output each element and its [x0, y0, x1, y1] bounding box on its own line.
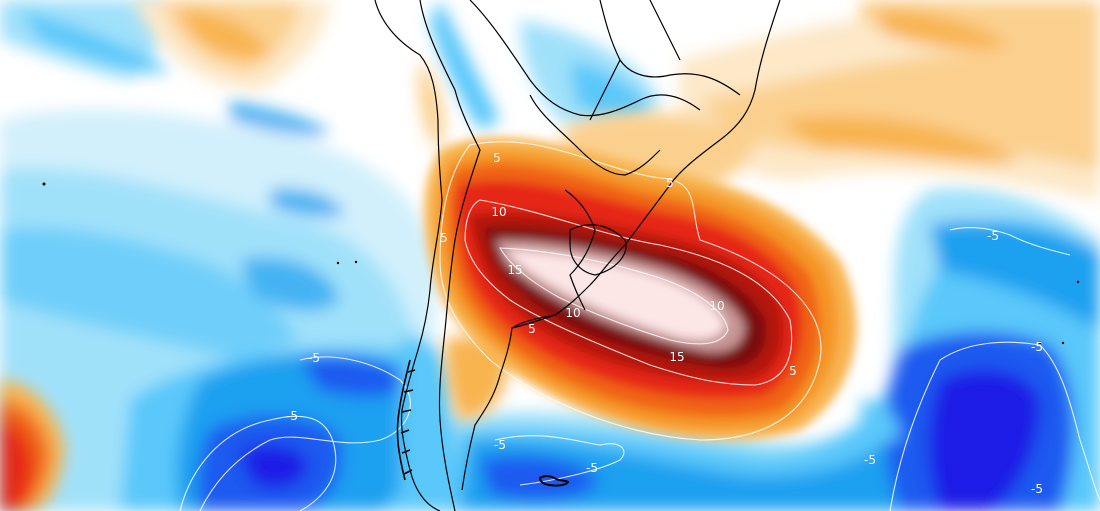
- east-coastline: [461, 0, 781, 491]
- contour-label-plus5: 5: [493, 151, 501, 165]
- river-plate: [511, 314, 556, 329]
- contour-label-plus10: 10: [709, 299, 725, 313]
- contour-minus5-sw: [199, 356, 411, 511]
- contour-label-plus15: 15: [669, 350, 685, 364]
- contour-label-minus5: -5: [308, 351, 320, 365]
- contour-label-minus5: -5: [1031, 340, 1043, 354]
- contour-plus5: [439, 141, 822, 441]
- contour-label-plus5: 5: [440, 231, 448, 245]
- contour-label-minus5: -5: [1031, 482, 1043, 496]
- contour-minus5-ne: [949, 226, 1071, 256]
- contour-label-minus5: -5: [987, 229, 999, 243]
- contour-label-minus5: -5: [586, 461, 598, 475]
- patagonia-fjords: [396, 359, 416, 481]
- contour-minus5-e: [889, 341, 1100, 511]
- andes-border: [419, 0, 481, 511]
- contour-label-plus10: 10: [491, 205, 507, 219]
- contour-label-plus10: 10: [565, 306, 581, 320]
- coastlines-and-borders: [374, 0, 781, 511]
- contour-label-plus5: 5: [789, 364, 797, 378]
- argentina-uruguay-border: [564, 189, 596, 311]
- falkland-islands: [538, 475, 570, 487]
- contour-label-plus5: 5: [528, 322, 536, 336]
- contour-minus5-w2: [179, 415, 337, 511]
- contour-minus5-s: [494, 435, 625, 486]
- contour-label-plus5: 5: [666, 176, 674, 190]
- west-coastline: [374, 0, 443, 511]
- island-markers: [42, 182, 1080, 345]
- contour-label-minus5: -5: [494, 438, 506, 452]
- bolivia-border: [469, 0, 701, 117]
- contour-plus10: [464, 199, 793, 386]
- paraguay-border: [529, 94, 661, 176]
- contour-label-minus5: -5: [864, 453, 876, 467]
- contour-label-plus15: 15: [507, 263, 523, 277]
- brazil-states: [589, 0, 741, 121]
- heat-plume: [424, 137, 857, 440]
- contour-label-minus5: -5: [286, 409, 298, 423]
- uruguay-outline: [569, 224, 627, 276]
